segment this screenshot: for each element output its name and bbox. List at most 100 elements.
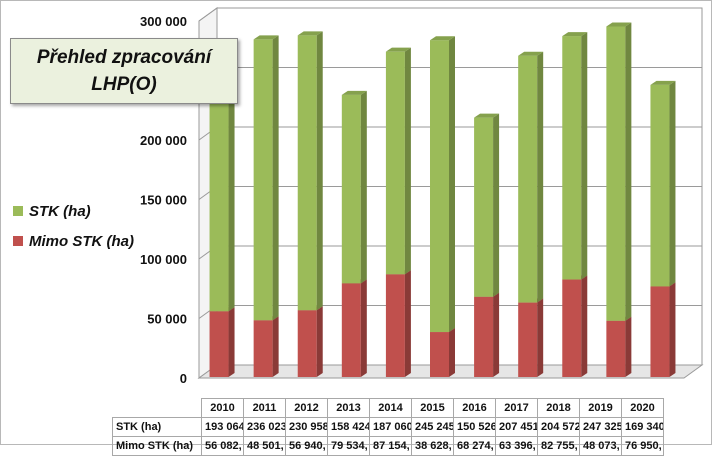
y-tick-label: 150 000: [140, 193, 187, 208]
bar-stk-2020-front: [650, 84, 670, 287]
bar-stk-2019: [606, 22, 632, 321]
bar-stk-2013-top: [341, 90, 367, 95]
bar-mimo-stk-2012: [297, 306, 323, 377]
data-table-corner: [113, 399, 202, 418]
bar-stk-2012-top: [297, 31, 323, 36]
bar-stk-2014-side: [404, 47, 411, 275]
bar-mimo-stk-2013-side: [360, 279, 367, 377]
bar-mimo-stk-2016-front: [474, 296, 494, 377]
bar-mimo-stk-2020-front: [650, 286, 670, 377]
bar-stk-2014-front: [385, 51, 405, 275]
bar-mimo-stk-2011: [253, 316, 279, 377]
data-table-row-stk: STK (ha) 193 064 236 023 230 958 158 424 187…: [112, 417, 664, 437]
data-table-mimo-stk-2018: 82 755,: [537, 436, 580, 456]
bar-stk-2019-side: [625, 22, 632, 321]
bar-stk-2017-front: [518, 55, 538, 303]
data-table-stk-2020: 169 340: [621, 417, 664, 437]
data-table-year-2018: 2018: [537, 398, 580, 418]
data-table-mimo-stk-2010: 56 082,: [201, 436, 244, 456]
bar-mimo-stk-2018-front: [562, 279, 582, 377]
bar-mimo-stk-2014: [385, 270, 411, 377]
data-table-stk-2011: 236 023: [243, 417, 286, 437]
data-table-stk-2017: 207 451: [495, 417, 538, 437]
data-table: 2010 2011 2012 2013 2014 2015 2016 2017 2018 2019…: [112, 398, 664, 456]
bar-stk-2020-side: [669, 80, 676, 287]
bar-mimo-stk-2016: [474, 292, 500, 377]
bar-stk-2013-front: [341, 94, 361, 284]
bar-stk-2020-top: [650, 80, 676, 85]
bar-mimo-stk-2018: [562, 275, 588, 377]
data-table-stk-2013: 158 424: [327, 417, 370, 437]
bar-stk-2017-side: [537, 51, 544, 303]
bar-stk-2016: [474, 113, 500, 297]
y-tick-label: 300 000: [140, 14, 187, 29]
bar-mimo-stk-2019: [606, 316, 632, 377]
data-table-stk-2012: 230 958: [285, 417, 328, 437]
bar-mimo-stk-2017-side: [537, 298, 544, 377]
bar-mimo-stk-2013-front: [341, 283, 361, 377]
bar-mimo-stk-2013: [341, 279, 367, 377]
bar-mimo-stk-2014-side: [404, 270, 411, 377]
data-table-header-row: 2010 2011 2012 2013 2014 2015 2016 2017 2018 2019…: [113, 398, 664, 418]
legend-swatch-mimo-stk: [13, 236, 23, 246]
data-table-year-2013: 2013: [327, 398, 370, 418]
bar-mimo-stk-2012-front: [297, 310, 317, 377]
y-tick-label: 100 000: [140, 252, 187, 267]
data-table-year-2011: 2011: [243, 398, 286, 418]
bar-stk-2014-top: [385, 47, 411, 52]
bar-mimo-stk-2010: [209, 307, 235, 377]
bar-stk-2014: [385, 47, 411, 275]
bar-stk-2020: [650, 80, 676, 287]
bar-mimo-stk-2010-side: [228, 307, 235, 377]
data-table-mimo-stk-2014: 87 154,: [369, 436, 412, 456]
bar-stk-2015-top: [430, 36, 455, 41]
data-table-year-2019: 2019: [579, 398, 622, 418]
data-table-year-2017: 2017: [495, 398, 538, 418]
legend-swatch-stk: [13, 206, 23, 216]
data-table-mimo-stk-2015: 38 628,: [411, 436, 454, 456]
data-table-stk-2016: 150 526: [453, 417, 496, 437]
data-table-year-2015: 2015: [411, 398, 454, 418]
bar-mimo-stk-2016-side: [493, 292, 500, 377]
bar-mimo-stk-2011-front: [253, 320, 273, 377]
data-table-mimo-stk-2017: 63 396,: [495, 436, 538, 456]
bar-stk-2010-front: [209, 81, 229, 312]
legend: STK (ha) Mimo STK (ha): [13, 196, 134, 256]
bar-stk-2015-front: [430, 40, 449, 333]
bar-stk-2015-side: [449, 36, 455, 333]
bar-mimo-stk-2010-front: [209, 311, 229, 377]
data-table-stk-2015: 245 245: [411, 417, 454, 437]
bar-mimo-stk-2018-side: [581, 275, 588, 377]
data-table-row-label-mimo-stk: Mimo STK (ha): [112, 436, 202, 456]
data-table-year-2010: 2010: [201, 398, 244, 418]
bar-mimo-stk-2015-front: [430, 332, 449, 377]
bar-stk-2013: [341, 90, 367, 284]
legend-item-stk: STK (ha): [13, 196, 134, 226]
data-table-year-2014: 2014: [369, 398, 412, 418]
bar-stk-2012: [297, 31, 323, 311]
bar-mimo-stk-2020-side: [669, 282, 676, 377]
data-table-row-mimo-stk: Mimo STK (ha) 56 082, 48 501, 56 940, 79 53…: [112, 436, 664, 456]
chart-title: Přehled zpracování LHP(O): [36, 47, 212, 95]
bar-mimo-stk-2012-side: [316, 306, 323, 377]
data-table-year-2016: 2016: [453, 398, 496, 418]
chart-title-box: Přehled zpracování LHP(O): [10, 38, 238, 104]
data-table-stk-2018: 204 572: [537, 417, 580, 437]
bar-stk-2016-side: [493, 113, 500, 297]
bar-stk-2018-side: [581, 32, 588, 280]
legend-label-mimo-stk: Mimo STK (ha): [29, 232, 134, 250]
bar-mimo-stk-2020: [650, 282, 676, 377]
data-table-year-2012: 2012: [285, 398, 328, 418]
bar-stk-2018-front: [562, 36, 582, 280]
bar-mimo-stk-2015-side: [449, 328, 455, 377]
data-table-stk-2010: 193 064: [201, 417, 244, 437]
bar-stk-2015: [430, 36, 455, 333]
bar-stk-2011-front: [253, 39, 273, 321]
data-table-mimo-stk-2020: 76 950,: [621, 436, 664, 456]
bar-stk-2019-top: [606, 22, 632, 27]
bar-mimo-stk-2014-front: [385, 274, 405, 377]
y-tick-label: 200 000: [140, 133, 187, 148]
legend-item-mimo-stk: Mimo STK (ha): [13, 226, 134, 256]
data-table-year-2020: 2020: [621, 398, 664, 418]
